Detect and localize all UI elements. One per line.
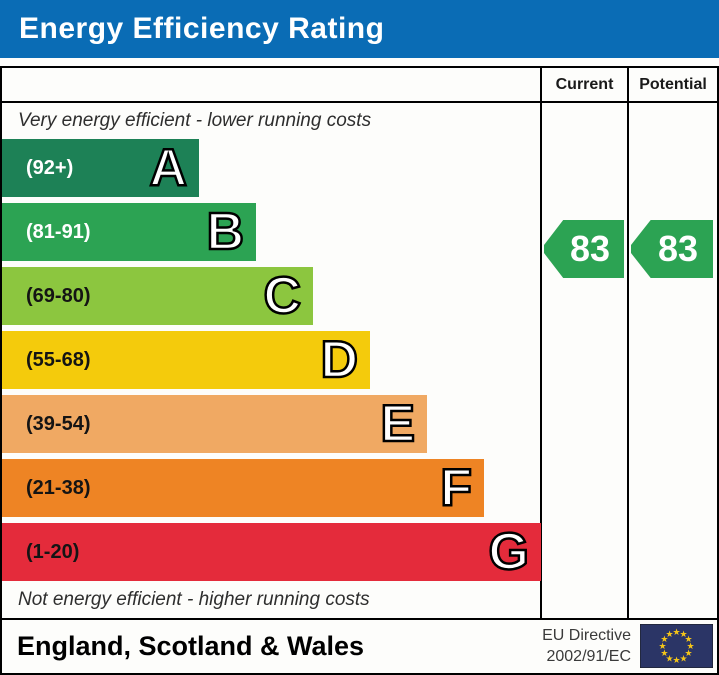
svg-text:★: ★ [679, 654, 687, 664]
potential-rating-value: 83 [657, 228, 699, 269]
bottom-note: Not energy efficient - higher running co… [18, 589, 370, 610]
svg-text:★: ★ [679, 630, 687, 640]
region-label: England, Scotland & Wales [17, 631, 365, 661]
band-d: (55-68) D [2, 331, 370, 389]
band-d-range: (55-68) [26, 348, 91, 371]
potential-column-divider [627, 68, 629, 620]
svg-text:★: ★ [658, 642, 666, 652]
band-g-range: (1-20) [26, 540, 80, 563]
band-e-letter: E [379, 395, 416, 453]
current-rating-value: 83 [569, 228, 611, 269]
band-g: (1-20) G [2, 523, 541, 581]
svg-text:★: ★ [660, 649, 668, 659]
band-b-range: (81-91) [26, 220, 91, 243]
potential-column-header: Potential [639, 76, 707, 93]
svg-text:★: ★ [665, 630, 673, 640]
eu-directive-line1: EU Directive [542, 627, 631, 644]
top-note: Very energy efficient - lower running co… [18, 110, 372, 131]
eu-directive-line2: 2002/91/EC [546, 648, 631, 665]
eu-directive-label: EU Directive 2002/91/EC [542, 624, 631, 668]
band-e-range: (39-54) [26, 412, 91, 435]
footer-divider [2, 618, 717, 620]
band-b: (81-91) B [2, 203, 256, 261]
rating-table: Current Potential Very energy efficient … [0, 66, 719, 675]
title-bar: Energy Efficiency Rating [0, 0, 719, 58]
band-c: (69-80) C [2, 267, 313, 325]
band-b-letter: B [205, 203, 245, 261]
band-g-letter: G [487, 523, 530, 581]
band-f-range: (21-38) [26, 476, 91, 499]
svg-text:★: ★ [672, 628, 680, 638]
band-f: (21-38) F [2, 459, 484, 517]
band-d-letter: D [319, 331, 359, 389]
band-c-range: (69-80) [26, 284, 91, 307]
svg-text:★: ★ [660, 635, 668, 645]
current-rating-arrow: 83 [544, 220, 624, 278]
band-c-letter: C [262, 267, 302, 325]
band-f-letter: F [439, 459, 473, 517]
page-title: Energy Efficiency Rating [19, 12, 385, 45]
svg-text:★: ★ [686, 642, 694, 652]
current-column-divider [540, 68, 542, 620]
current-column-header: Current [555, 76, 614, 93]
svg-text:★: ★ [685, 635, 693, 645]
header-divider [2, 101, 717, 103]
band-a: (92+) A [2, 139, 199, 197]
eu-flag-icon: ★ ★ ★ ★ ★ ★ ★ ★ ★ ★ ★ ★ [640, 624, 713, 668]
svg-text:★: ★ [672, 656, 680, 666]
svg-text:★: ★ [685, 649, 693, 659]
band-a-range: (92+) [26, 156, 74, 179]
band-a-letter: A [148, 139, 188, 197]
potential-rating-arrow: 83 [631, 220, 713, 278]
svg-text:★: ★ [665, 654, 673, 664]
band-e: (39-54) E [2, 395, 427, 453]
